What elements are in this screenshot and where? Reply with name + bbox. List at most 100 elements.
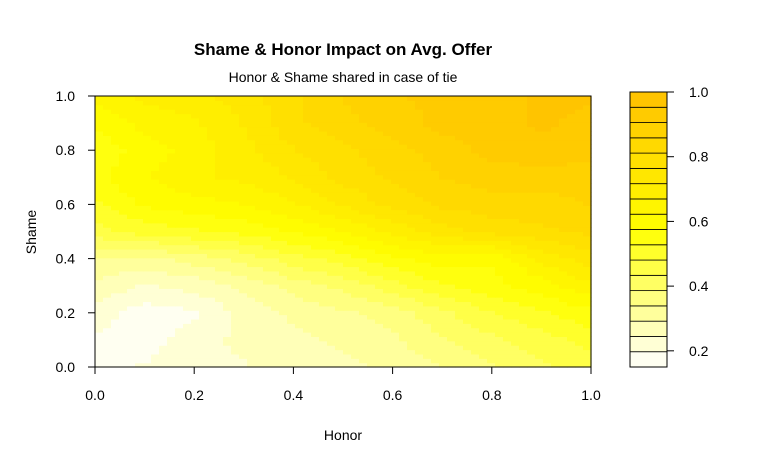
heatmap-cell xyxy=(439,270,448,276)
heatmap-cell xyxy=(567,345,576,351)
heatmap-cell xyxy=(423,279,432,285)
heatmap-cell xyxy=(327,297,336,303)
colorbar-legend: 0.20.40.60.81.0 xyxy=(629,84,709,368)
colorbar-level xyxy=(629,229,668,246)
heatmap-cell xyxy=(183,318,192,324)
heatmap-cell xyxy=(439,130,448,136)
heatmap-cell xyxy=(151,358,160,364)
heatmap-cell xyxy=(319,96,328,101)
heatmap-cell xyxy=(223,305,232,311)
heatmap-cell xyxy=(119,340,128,346)
heatmap-cell xyxy=(207,314,216,320)
heatmap-cell xyxy=(487,305,496,311)
heatmap-cell xyxy=(287,196,296,202)
heatmap-cell xyxy=(271,353,280,359)
heatmap-cell xyxy=(351,262,360,268)
heatmap-cell xyxy=(415,349,424,355)
heatmap-cell xyxy=(215,240,224,246)
heatmap-cell xyxy=(271,183,280,189)
heatmap-cell xyxy=(119,96,128,101)
heatmap-cell xyxy=(551,218,560,224)
heatmap-cell xyxy=(95,336,104,342)
heatmap-cell xyxy=(143,218,152,224)
heatmap-cell xyxy=(183,200,192,206)
heatmap-cell xyxy=(535,96,544,101)
heatmap-cell xyxy=(311,152,320,158)
heatmap-cell xyxy=(551,109,560,115)
heatmap-cell xyxy=(535,165,544,171)
heatmap-cell xyxy=(247,266,256,272)
heatmap-cell xyxy=(463,144,472,150)
heatmap-cell xyxy=(447,340,456,346)
heatmap-cell xyxy=(215,301,224,307)
heatmap-cell xyxy=(183,165,192,171)
heatmap-cell xyxy=(559,96,568,101)
heatmap-cell xyxy=(255,113,264,119)
heatmap-cell xyxy=(207,214,216,219)
heatmap-cell xyxy=(351,327,360,333)
heatmap-cell xyxy=(319,161,328,167)
heatmap-cell xyxy=(111,248,120,254)
heatmap-cell xyxy=(535,113,544,119)
heatmap-cell xyxy=(175,301,184,307)
heatmap-cell xyxy=(567,332,576,337)
heatmap-cell xyxy=(135,244,144,250)
heatmap-cell xyxy=(383,96,392,101)
heatmap-cell xyxy=(455,314,464,320)
heatmap-cell xyxy=(471,262,480,268)
heatmap-cell xyxy=(319,257,328,263)
heatmap-cell xyxy=(503,113,512,119)
heatmap-cell xyxy=(143,113,152,119)
heatmap-cell xyxy=(279,144,288,150)
heatmap-cell xyxy=(351,148,360,154)
heatmap-cell xyxy=(383,109,392,115)
heatmap-cell xyxy=(535,231,544,237)
heatmap-cell xyxy=(159,209,168,215)
heatmap-cell xyxy=(399,109,408,115)
heatmap-cell xyxy=(479,174,488,180)
heatmap-cell xyxy=(447,130,456,136)
heatmap-cell xyxy=(383,301,392,307)
heatmap-cell xyxy=(407,104,416,110)
heatmap-cell xyxy=(343,283,352,289)
heatmap-cell xyxy=(367,179,376,185)
heatmap-cell xyxy=(231,174,240,180)
heatmap-cell xyxy=(343,327,352,333)
heatmap-cell xyxy=(167,165,176,171)
heatmap-cell xyxy=(303,310,312,316)
heatmap-cell xyxy=(183,222,192,228)
heatmap-cell xyxy=(191,270,200,276)
heatmap-cell xyxy=(399,345,408,351)
heatmap-cell xyxy=(335,305,344,311)
heatmap-cell xyxy=(511,113,520,119)
heatmap-cell xyxy=(287,283,296,289)
heatmap-cell xyxy=(151,196,160,202)
heatmap-cell xyxy=(559,227,568,233)
heatmap-cell xyxy=(559,349,568,355)
heatmap-cell xyxy=(135,109,144,115)
heatmap-cell xyxy=(183,327,192,333)
heatmap-cell xyxy=(439,227,448,233)
heatmap-cell xyxy=(407,248,416,254)
heatmap-cell xyxy=(215,130,224,136)
heatmap-cell xyxy=(479,257,488,263)
heatmap-cell xyxy=(527,318,536,324)
heatmap-cell xyxy=(375,205,384,211)
heatmap-cell xyxy=(487,340,496,346)
heatmap-cell xyxy=(423,283,432,289)
heatmap-cell xyxy=(223,209,232,215)
heatmap-cell xyxy=(263,205,272,211)
heatmap-cell xyxy=(527,240,536,246)
heatmap-cell xyxy=(143,179,152,185)
heatmap-cell xyxy=(183,305,192,311)
heatmap-cell xyxy=(223,318,232,324)
heatmap-cell xyxy=(303,314,312,320)
x-tick-label: 0.6 xyxy=(383,387,403,403)
heatmap-cell xyxy=(327,117,336,123)
heatmap-cell xyxy=(575,100,584,106)
heatmap-cell xyxy=(303,240,312,246)
heatmap-cell xyxy=(519,117,528,123)
heatmap-cell xyxy=(223,266,232,272)
heatmap-cell xyxy=(567,340,576,346)
heatmap-cell xyxy=(223,100,232,106)
